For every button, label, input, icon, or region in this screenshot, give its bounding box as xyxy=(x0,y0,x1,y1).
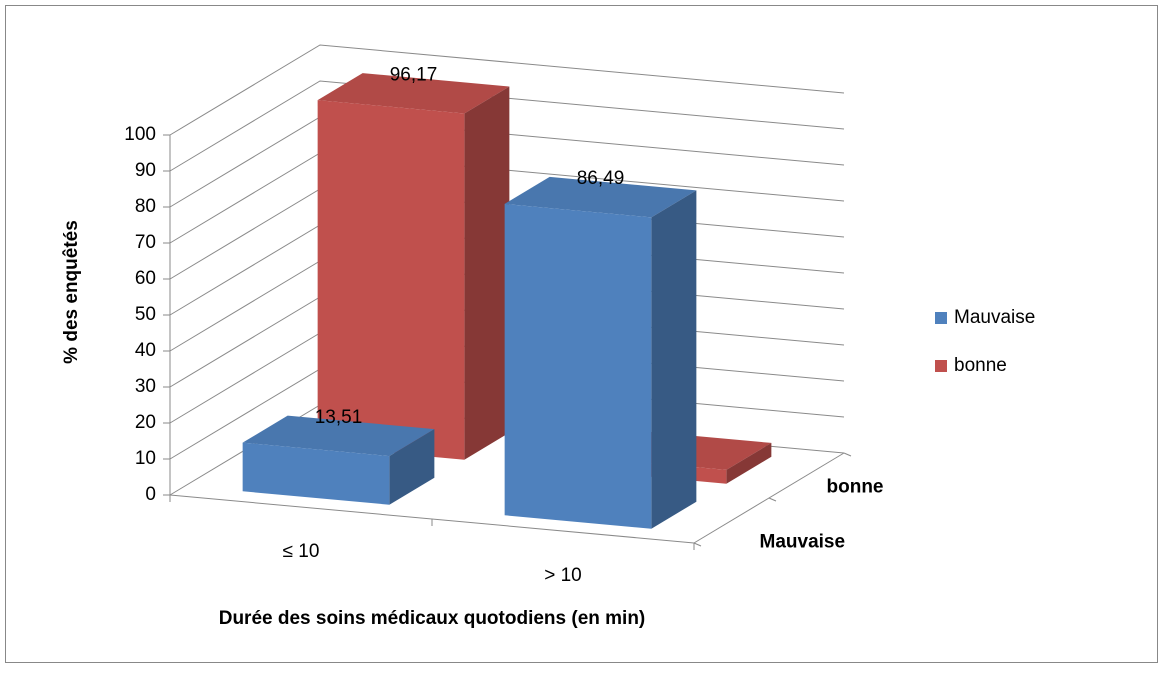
y-tick-label: 10 xyxy=(135,448,156,469)
bar xyxy=(504,176,697,529)
bar-top xyxy=(242,415,435,457)
bar xyxy=(317,73,510,460)
y-tick-label: 60 xyxy=(135,268,156,289)
depth-tick xyxy=(693,542,702,547)
data-label: 96,17 xyxy=(390,64,438,85)
legend-swatch xyxy=(935,312,947,324)
bar-front xyxy=(242,442,390,505)
bar-top xyxy=(504,176,697,218)
bar-side xyxy=(726,442,772,484)
x-tick-label: ≤ 10 xyxy=(283,541,320,562)
y-tick-label: 100 xyxy=(124,124,156,145)
bar-front xyxy=(317,100,465,460)
bar-top xyxy=(317,73,510,114)
x-tick-label: > 10 xyxy=(544,565,582,586)
x-axis-label: Durée des soins médicaux quotodiens (en … xyxy=(219,608,646,629)
y-tick-label: 70 xyxy=(135,232,156,253)
y-tick-label: 80 xyxy=(135,196,156,217)
data-label: 13,51 xyxy=(315,407,363,428)
bar-side xyxy=(389,429,435,505)
y-tick-label: 50 xyxy=(135,304,156,325)
y-tick-label: 30 xyxy=(135,376,156,397)
depth-tick xyxy=(768,497,777,502)
y-tick-label: 40 xyxy=(135,340,156,361)
depth-label: Mauvaise xyxy=(760,532,846,553)
y-tick-label: 20 xyxy=(135,412,156,433)
y-tick-label: 0 xyxy=(145,484,156,505)
y-tick-label: 90 xyxy=(135,160,156,181)
y-axis-label: % des enquêtés xyxy=(61,220,82,364)
bar-side xyxy=(651,190,697,529)
depth-tick xyxy=(843,452,852,457)
data-label: 86,49 xyxy=(577,168,625,189)
grid-line xyxy=(169,44,845,136)
legend-swatch xyxy=(935,360,947,372)
bar-side xyxy=(464,86,510,460)
bar-front xyxy=(504,203,652,529)
grid-line xyxy=(169,80,845,172)
legend-label: bonne xyxy=(954,355,1007,376)
depth-label: bonne xyxy=(827,477,884,498)
bar xyxy=(242,415,435,505)
legend-label: Mauvaise xyxy=(954,307,1035,328)
